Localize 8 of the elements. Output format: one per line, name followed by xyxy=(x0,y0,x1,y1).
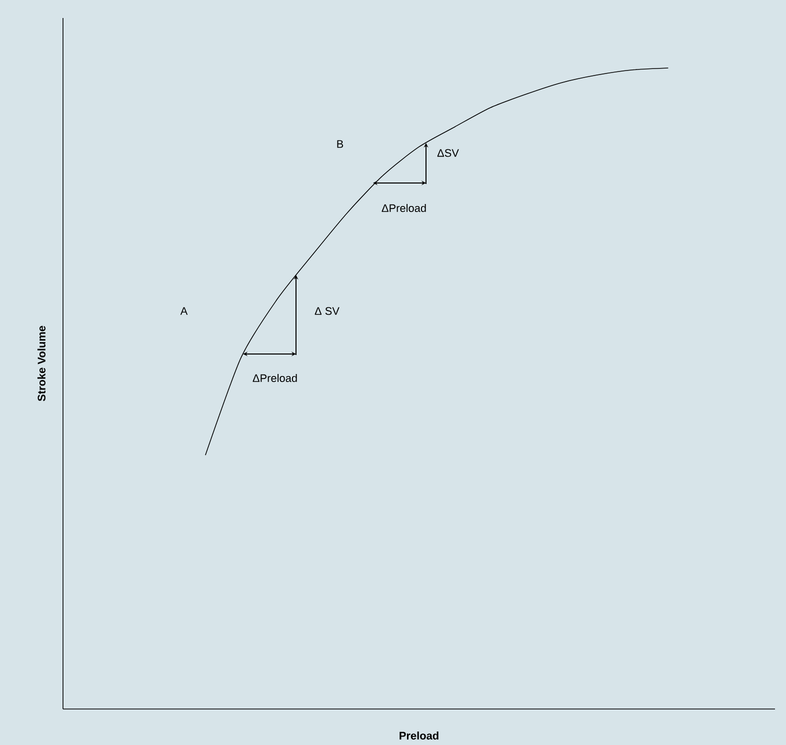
annotation: ΔSV xyxy=(437,149,459,157)
x-axis-title: Preload xyxy=(400,732,438,740)
y-axis-title: Stroke Volume xyxy=(37,326,46,402)
annotation: B xyxy=(337,140,344,148)
annotation: A xyxy=(180,307,188,315)
annotation: ΔPreload xyxy=(252,374,297,382)
annotation: Δ SV xyxy=(314,307,340,315)
annotation: ΔPreload xyxy=(382,204,426,212)
